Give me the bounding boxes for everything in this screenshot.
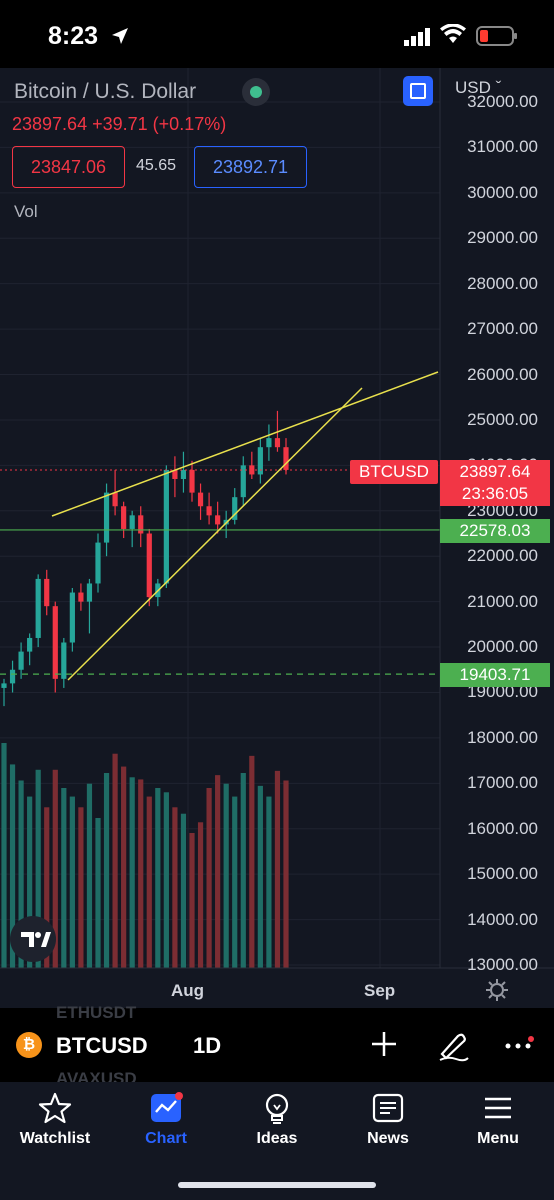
current-price-tag: 23897.64: [440, 460, 550, 484]
volume-indicator-label[interactable]: Vol: [14, 202, 38, 221]
symbol-selector[interactable]: BTCUSD: [56, 1033, 148, 1058]
time-label-aug: Aug: [171, 981, 205, 1000]
price-axis-label: 13000.00: [467, 955, 538, 974]
more-options-icon[interactable]: [504, 1030, 536, 1062]
wifi-icon: [440, 24, 466, 43]
price-axis-label: 17000.00: [467, 773, 538, 793]
countdown-tag: 23:36:05: [440, 482, 550, 506]
newspaper-icon: [372, 1093, 404, 1123]
symbol-price-tag: BTCUSD: [350, 460, 438, 484]
last-price: 23897.64: [12, 114, 88, 134]
price-axis-label: 32000.00: [467, 92, 538, 111]
price-axis-label: 20000.00: [467, 637, 538, 657]
timeframe-selector[interactable]: 1D: [193, 1033, 222, 1058]
support-lower-tag: 19403.71: [440, 663, 550, 687]
currency-label: USD: [455, 78, 491, 97]
bitcoin-icon: ₿: [16, 1032, 42, 1058]
instrument-title[interactable]: Bitcoin / U.S. Dollar: [14, 80, 197, 103]
drawing-tool-icon[interactable]: [436, 1030, 470, 1062]
price-axis-label: 19000.00: [467, 682, 538, 702]
tab-chart[interactable]: Chart: [116, 1092, 216, 1147]
home-indicator: [178, 1182, 376, 1188]
tradingview-logo-icon: [21, 932, 51, 947]
sell-button[interactable]: 23847.06: [12, 146, 125, 188]
price-axis-label: 25000.00: [467, 409, 538, 429]
price-axis-label: 28000.00: [467, 273, 538, 293]
add-icon[interactable]: [370, 1030, 398, 1058]
status-bar: 8:23: [0, 0, 554, 68]
price-axis-label: 27000.00: [467, 319, 538, 339]
tab-menu-label: Menu: [477, 1130, 519, 1147]
tab-chart-label: Chart: [145, 1130, 187, 1147]
bottom-tab-bar: [0, 1082, 554, 1200]
spread-value: 45.65: [136, 157, 177, 174]
price-axis-label: 18000.00: [467, 727, 538, 747]
menu-icon: [485, 1097, 511, 1119]
price-axis-label: 21000.00: [467, 591, 538, 611]
time-label-sep: Sep: [364, 981, 396, 1000]
market-status-indicator[interactable]: [242, 78, 270, 106]
tab-ideas-label: Ideas: [256, 1130, 298, 1147]
price-axis-label: 29000.00: [467, 228, 538, 248]
star-icon: [38, 1092, 72, 1124]
fullscreen-button[interactable]: [403, 76, 433, 106]
watchlist-ghost-above: ETHUSDT: [56, 1003, 137, 1022]
chart-icon: [151, 1092, 183, 1122]
price-summary: 23897.64 +39.71 (+0.17%): [12, 114, 226, 135]
price-axis-label: 16000.00: [467, 818, 538, 838]
chart-settings-icon[interactable]: [485, 978, 509, 1002]
tab-ideas[interactable]: Ideas: [227, 1092, 327, 1147]
tab-watchlist-label: Watchlist: [19, 1130, 91, 1147]
tab-menu[interactable]: Menu: [448, 1092, 548, 1147]
chevron-down-icon: ˇ: [495, 78, 502, 97]
lightbulb-icon: [265, 1093, 289, 1124]
price-axis-label: 31000.00: [467, 137, 538, 157]
tradingview-logo[interactable]: [10, 916, 56, 962]
price-axis-label: 14000.00: [467, 909, 538, 929]
tab-news-label: News: [367, 1130, 409, 1147]
location-arrow-icon: [112, 28, 128, 44]
support-upper-tag: 22578.03: [440, 519, 550, 543]
buy-button[interactable]: 23892.71: [194, 146, 307, 188]
battery-icon: [476, 26, 517, 46]
cellular-signal-icon: [404, 28, 430, 46]
symbol-bar: [0, 1008, 554, 1082]
price-change-pct: (+0.17%): [152, 114, 227, 134]
price-axis-label: 15000.00: [467, 864, 538, 884]
tab-news[interactable]: News: [338, 1092, 438, 1147]
tab-watchlist[interactable]: Watchlist: [5, 1092, 105, 1147]
status-time: 8:23: [48, 22, 99, 50]
currency-selector[interactable]: USD ˇ: [455, 78, 501, 98]
price-axis-label: 22000.00: [467, 546, 538, 566]
price-change: +39.71: [92, 114, 148, 134]
price-axis-label: 26000.00: [467, 364, 538, 384]
price-axis-label: 30000.00: [467, 182, 538, 202]
